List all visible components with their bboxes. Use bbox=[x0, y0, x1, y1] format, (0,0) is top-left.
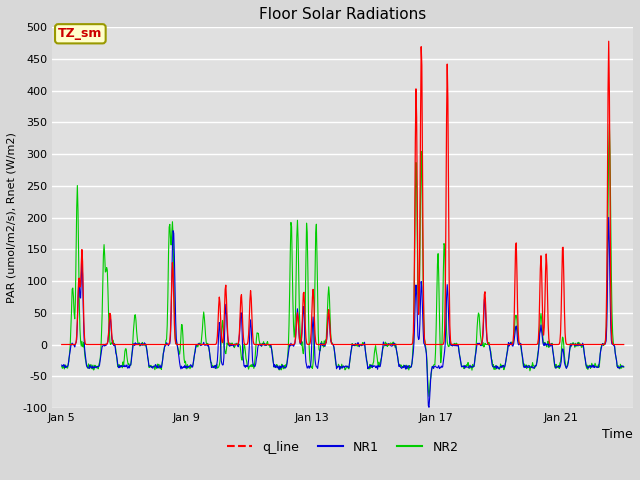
X-axis label: Time: Time bbox=[602, 429, 633, 442]
Y-axis label: PAR (umol/m2/s), Rnet (W/m2): PAR (umol/m2/s), Rnet (W/m2) bbox=[7, 132, 17, 303]
Text: TZ_sm: TZ_sm bbox=[58, 27, 102, 40]
Legend: q_line, NR1, NR2: q_line, NR1, NR2 bbox=[222, 436, 463, 459]
Title: Floor Solar Radiations: Floor Solar Radiations bbox=[259, 7, 426, 22]
